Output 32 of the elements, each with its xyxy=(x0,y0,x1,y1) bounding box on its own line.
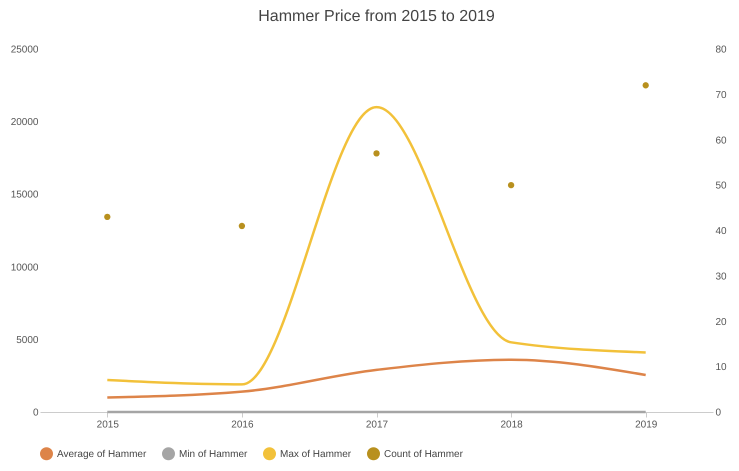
y-tick-label: 0 xyxy=(32,408,39,418)
line-series xyxy=(106,106,647,386)
point xyxy=(373,150,380,157)
x-tick-label: 2016 xyxy=(231,420,254,430)
y2-tick-label: 0 xyxy=(716,408,722,418)
legend-label: Min of Hammer xyxy=(179,448,248,460)
y-tick-label: 10000 xyxy=(10,262,39,274)
point xyxy=(104,214,110,220)
chart-title: Hammer Price from 2015 to 2019 xyxy=(258,8,495,25)
y2-tick-label: 30 xyxy=(716,271,728,282)
point xyxy=(642,82,649,88)
y-tick-label: 15000 xyxy=(10,190,39,201)
x-tick-label: 2018 xyxy=(500,420,524,430)
legend-label: Count of Hammer xyxy=(384,448,464,460)
line-series xyxy=(106,358,647,399)
y-tick-label: 20000 xyxy=(10,117,39,128)
x-tick-label: 2019 xyxy=(635,420,658,430)
y-tick-label: 25000 xyxy=(10,44,39,56)
legend-label: Max of Hammer xyxy=(280,448,352,460)
y2-tick-label: 50 xyxy=(716,180,728,192)
point xyxy=(238,222,246,230)
y-tick-label: 5000 xyxy=(16,334,39,346)
legend-label: Average of Hammer xyxy=(57,448,147,460)
point xyxy=(508,182,514,188)
y2-tick-label: 40 xyxy=(716,226,728,237)
y2-tick-label: 60 xyxy=(716,135,728,146)
y2-tick-label: 70 xyxy=(716,90,728,101)
y2-tick-label: 80 xyxy=(716,44,728,56)
x-tick-label: 2017 xyxy=(366,420,389,430)
y2-tick-label: 20 xyxy=(716,316,728,328)
x-tick-label: 2015 xyxy=(96,420,120,430)
y2-tick-label: 10 xyxy=(716,362,728,374)
